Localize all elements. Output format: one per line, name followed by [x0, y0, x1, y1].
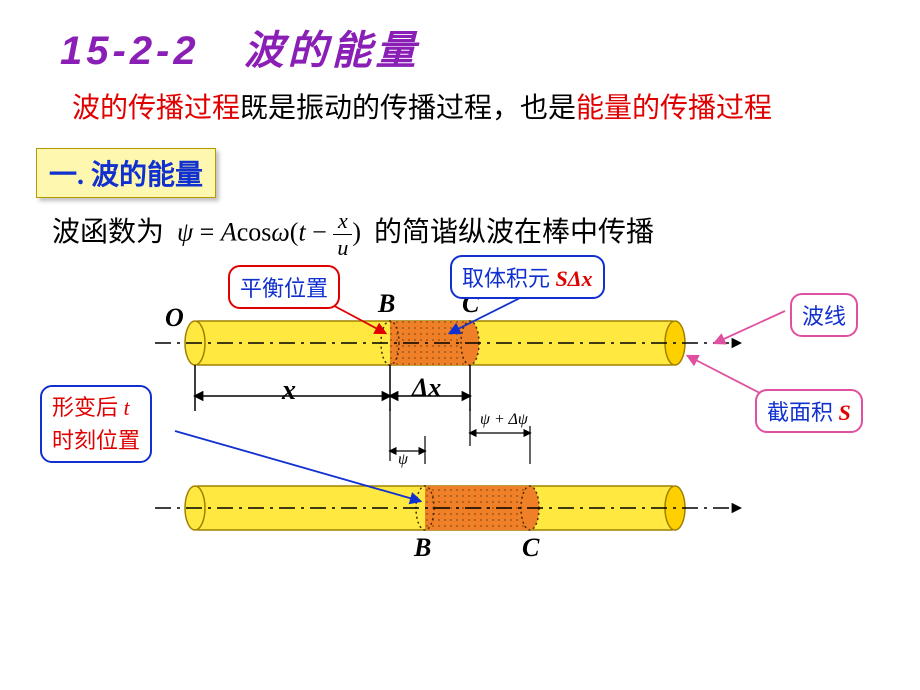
label-O: O: [165, 303, 184, 333]
intro-seg1: 波的传播过程: [72, 93, 240, 124]
intro-seg2: 既是振动的传播过程，也是: [240, 93, 576, 124]
intro-seg3: 能量的传播过程: [576, 93, 772, 124]
callout-area: 截面积 S: [755, 389, 863, 433]
callout-deform: 形变后 t 时刻位置: [40, 385, 152, 463]
label-B2: B: [414, 533, 431, 563]
diagram-area: O B C x Δx ψ ψ + Δψ B C 平衡位置 取体积元 SΔx 波线…: [0, 261, 920, 641]
callout-equilibrium: 平衡位置: [228, 265, 340, 309]
label-C2: C: [522, 533, 539, 563]
leader-waveline: [715, 311, 785, 343]
label-psi: ψ: [398, 451, 408, 469]
eq-pre: 波函数为: [52, 217, 164, 248]
page-title: 15-2-2 波的能量: [0, 0, 920, 76]
label-psi-dpsi: ψ + Δψ: [480, 411, 528, 429]
rod-top: [155, 321, 740, 365]
intro-paragraph: 波的传播过程既是振动的传播过程，也是能量的传播过程: [0, 76, 920, 134]
rod-bottom: [155, 486, 740, 530]
callout-volume: 取体积元 SΔx: [450, 255, 605, 299]
wave-equation: ψ = Acosω(t − xu): [177, 208, 361, 261]
section-heading: 一. 波的能量: [36, 148, 216, 198]
label-dx: Δx: [412, 373, 441, 403]
callout-waveline: 波线: [790, 293, 858, 337]
eq-post: 的简谐纵波在棒中传播: [374, 217, 654, 248]
equation-line: 波函数为 ψ = Acosω(t − xu) 的简谐纵波在棒中传播: [0, 198, 920, 261]
label-B: B: [378, 289, 395, 319]
label-x: x: [282, 375, 296, 407]
